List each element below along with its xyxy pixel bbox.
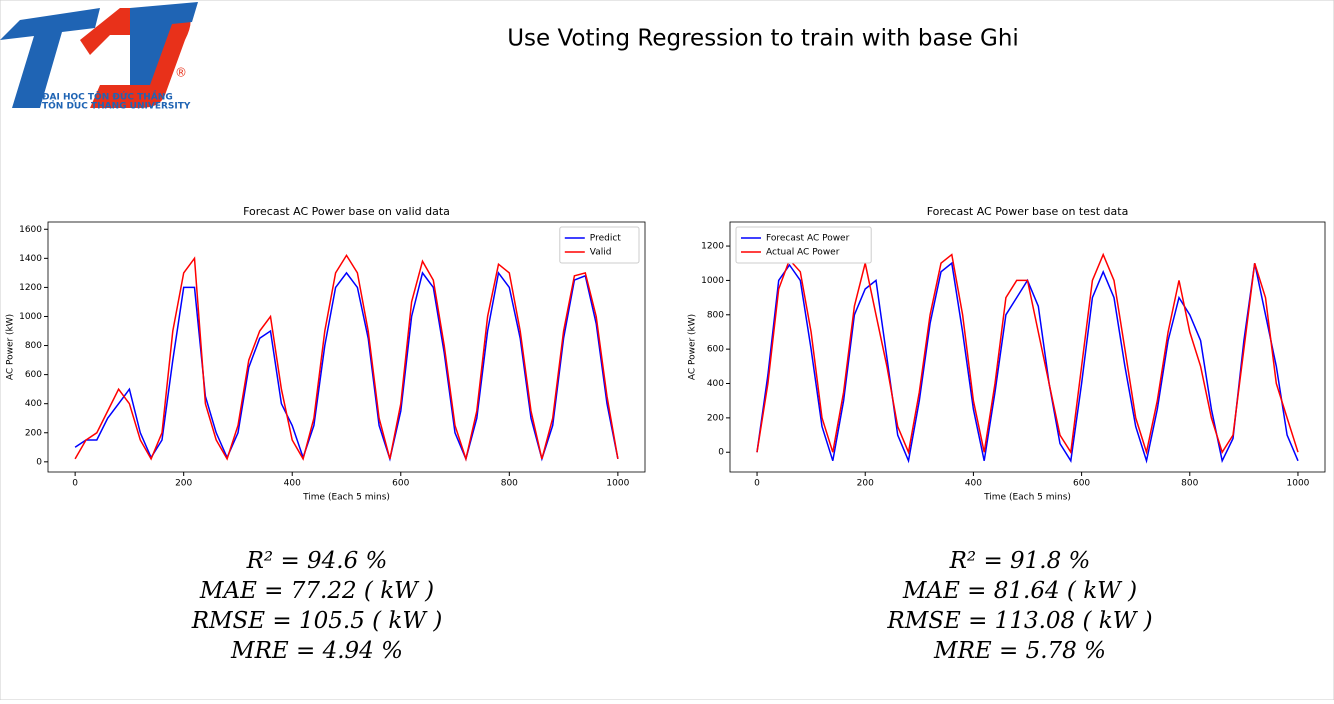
x-tick-label: 800 xyxy=(1181,479,1198,489)
slide-title: Use Voting Regression to train with base… xyxy=(507,26,1019,52)
legend-label: Actual AC Power xyxy=(766,248,840,258)
y-tick-label: 600 xyxy=(25,370,42,380)
x-axis-label: Time (Each 5 mins) xyxy=(302,493,390,503)
y-tick-label: 0 xyxy=(36,457,42,467)
metric: MRE = 4.94 % xyxy=(230,638,403,664)
metric: MRE = 5.78 % xyxy=(933,638,1106,664)
legend-box xyxy=(735,226,872,264)
x-tick-label: 800 xyxy=(501,479,518,489)
metric: R² = 94.6 % xyxy=(246,548,388,574)
legend: Predict Valid xyxy=(559,226,640,264)
y-tick-label: 200 xyxy=(25,428,42,438)
y-tick-label: 1000 xyxy=(19,312,42,322)
x-tick-label: 1000 xyxy=(606,479,629,489)
y-tick-label: 600 xyxy=(707,345,724,355)
x-tick-label: 200 xyxy=(175,479,192,489)
metric: RMSE = 113.08 ( kW ) xyxy=(886,608,1152,634)
x-tick-label: 600 xyxy=(1073,479,1090,489)
plot-frame xyxy=(729,221,1326,473)
metric: RMSE = 105.5 ( kW ) xyxy=(191,608,443,634)
logo-line1: ĐẠI HỌC TÔN ĐỨC THẮNG xyxy=(42,90,173,103)
metric: MAE = 81.64 ( kW ) xyxy=(902,578,1137,604)
metric: MAE = 77.22 ( kW ) xyxy=(199,578,434,604)
legend-box xyxy=(559,226,640,264)
x-tick-label: 0 xyxy=(72,479,78,489)
y-axis-label: AC Power (kW) xyxy=(688,314,698,380)
y-tick-label: 200 xyxy=(707,413,724,423)
chart: Forecast AC Power base on valid data Time… xyxy=(6,205,646,503)
y-tick-label: 800 xyxy=(25,341,42,351)
y-tick-label: 0 xyxy=(718,448,724,458)
legend: Forecast AC Power Actual AC Power xyxy=(735,226,872,264)
y-tick-label: 1400 xyxy=(19,254,42,264)
series-line xyxy=(74,271,619,462)
chart: Forecast AC Power base on test data Time … xyxy=(688,205,1326,503)
y-tick-label: 1600 xyxy=(19,225,42,235)
series-line xyxy=(74,253,619,462)
chart-title: Forecast AC Power base on test data xyxy=(927,205,1129,218)
y-tick-label: 1000 xyxy=(701,276,724,286)
chart-title: Forecast AC Power base on valid data xyxy=(243,205,450,218)
legend-label: Forecast AC Power xyxy=(766,234,850,244)
logo: ® ĐẠI HỌC TÔN ĐỨC THẮNG TON DUC THANG UN… xyxy=(0,2,198,112)
y-tick-label: 400 xyxy=(25,399,42,409)
y-tick-label: 1200 xyxy=(701,242,724,252)
y-axis-label: AC Power (kW) xyxy=(6,314,16,380)
logo-registered: ® xyxy=(175,66,187,80)
legend-label: Predict xyxy=(590,234,621,244)
plot-frame xyxy=(47,221,646,473)
series-line xyxy=(756,252,1299,456)
logo-t2 xyxy=(130,2,198,85)
y-tick-label: 800 xyxy=(707,310,724,320)
logo-t xyxy=(0,8,100,108)
metric: R² = 91.8 % xyxy=(949,548,1091,574)
y-tick-label: 400 xyxy=(707,379,724,389)
y-tick-label: 1200 xyxy=(19,283,42,293)
x-tick-label: 400 xyxy=(965,479,982,489)
x-tick-label: 200 xyxy=(857,479,874,489)
legend-label: Valid xyxy=(590,248,612,258)
x-tick-label: 600 xyxy=(392,479,409,489)
x-tick-label: 400 xyxy=(284,479,301,489)
x-axis-label: Time (Each 5 mins) xyxy=(983,493,1071,503)
x-tick-label: 0 xyxy=(754,479,760,489)
x-tick-label: 1000 xyxy=(1287,479,1310,489)
logo-line2: TON DUC THANG UNIVERSITY xyxy=(42,102,191,112)
